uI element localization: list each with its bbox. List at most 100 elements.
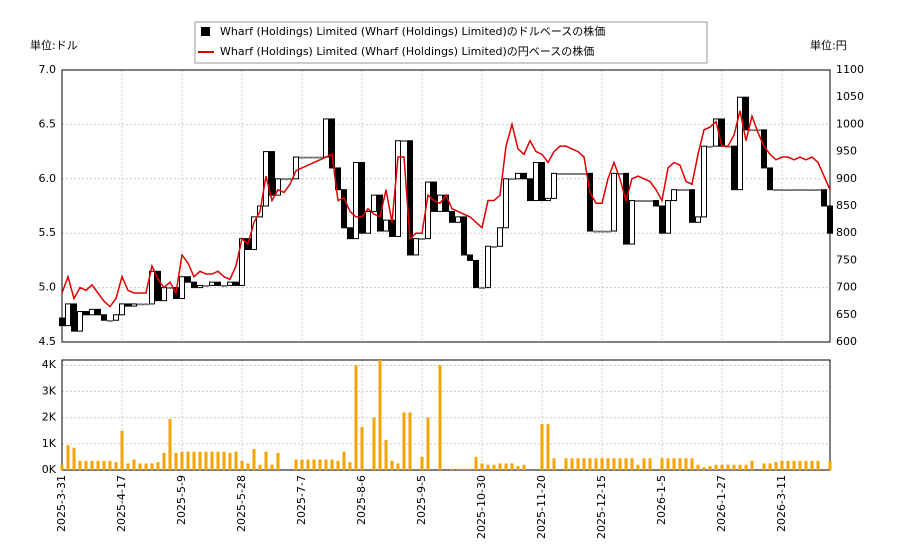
y2-tick-label: 900	[836, 172, 857, 185]
legend-box	[194, 21, 708, 64]
volume-bar	[294, 459, 298, 470]
candle	[125, 303, 131, 307]
y2-tick-label: 850	[836, 199, 857, 212]
x-tick-label: 2025-5-9	[175, 475, 188, 525]
volume-bar	[306, 459, 310, 470]
candle	[317, 156, 323, 159]
y-tick-label: 5.5	[39, 226, 57, 239]
volume-bar	[360, 426, 364, 470]
candle	[677, 189, 683, 191]
candle	[665, 200, 671, 234]
candle	[389, 219, 395, 237]
volume-bar	[192, 451, 196, 470]
y-tick-label: 7.0	[39, 63, 57, 76]
candle	[707, 145, 713, 148]
volume-bar	[84, 460, 88, 470]
volume-bar	[168, 418, 172, 470]
volume-bar	[216, 451, 220, 470]
candle	[605, 230, 611, 233]
candle	[539, 161, 545, 202]
candle	[581, 173, 587, 175]
candle	[395, 140, 401, 237]
candle	[227, 281, 233, 286]
x-tick-label: 2025-8-6	[355, 475, 368, 525]
candle	[353, 161, 359, 240]
x-tick-label: 2025-4-17	[115, 475, 128, 532]
volume-bar	[228, 452, 232, 470]
candle	[557, 173, 563, 175]
candle	[119, 303, 125, 316]
volume-bar	[342, 451, 346, 470]
volume-bar	[396, 463, 400, 470]
volume-bar	[510, 463, 514, 470]
volume-bar	[804, 460, 808, 470]
volume-bar	[522, 464, 526, 470]
volume-bar	[270, 464, 274, 470]
candle	[701, 145, 707, 218]
y-tick-label: 0K	[42, 463, 57, 476]
y2-tick-label: 1050	[836, 90, 864, 103]
volume-bar	[372, 417, 376, 470]
legend-label: Wharf (Holdings) Limited (Wharf (Holding…	[220, 24, 605, 38]
candle	[737, 96, 743, 191]
candle	[671, 189, 677, 202]
volume-bar	[318, 459, 322, 470]
volume-bar	[264, 451, 268, 470]
candle	[59, 317, 65, 327]
candle	[809, 189, 815, 191]
candle	[827, 205, 833, 234]
volume-bar	[456, 468, 460, 470]
x-tick-label: 2025-12-15	[595, 475, 608, 539]
volume-bar	[78, 460, 82, 470]
volume-bar	[468, 468, 472, 470]
candle	[695, 216, 701, 223]
volume-bar	[648, 458, 652, 470]
volume-bar	[324, 459, 328, 470]
volume-bar	[642, 458, 646, 470]
candle	[305, 156, 311, 159]
candle	[293, 156, 299, 180]
candle	[569, 173, 575, 175]
x-tick-label: 2026-3-11	[775, 475, 788, 532]
candle	[773, 189, 779, 191]
volume-bar	[714, 464, 718, 470]
volume-bar	[156, 462, 160, 470]
y2-tick-label: 650	[836, 308, 857, 321]
candle	[155, 270, 161, 302]
volume-bar	[738, 464, 742, 470]
candle	[83, 311, 89, 316]
x-tick-label: 2026-1-27	[715, 475, 728, 532]
candle	[365, 210, 371, 234]
candle	[815, 189, 821, 191]
volume-bar	[72, 447, 76, 470]
candle	[299, 156, 305, 159]
candle	[527, 178, 533, 202]
volume-bar	[300, 459, 304, 470]
volume-bar	[390, 460, 394, 470]
volume-bar	[126, 463, 130, 470]
candle	[791, 189, 797, 191]
candle	[71, 303, 77, 332]
volume-bar	[276, 452, 280, 470]
volume-bar	[162, 452, 166, 470]
candle	[347, 227, 353, 240]
candle	[611, 172, 617, 232]
volume-bar	[336, 460, 340, 470]
volume-bar	[174, 452, 178, 470]
candle	[275, 178, 281, 196]
candle	[779, 189, 785, 191]
volume-bar	[744, 464, 748, 470]
volume-bar	[204, 451, 208, 470]
candle	[101, 314, 107, 321]
candle	[551, 172, 557, 199]
volume-bar	[696, 464, 700, 470]
candle	[767, 167, 773, 191]
volume-bar	[402, 412, 406, 470]
candle	[479, 287, 485, 289]
candle	[449, 210, 455, 223]
candle	[329, 118, 335, 169]
volume-bar	[720, 464, 724, 470]
candle	[107, 319, 113, 322]
candle	[743, 96, 749, 131]
